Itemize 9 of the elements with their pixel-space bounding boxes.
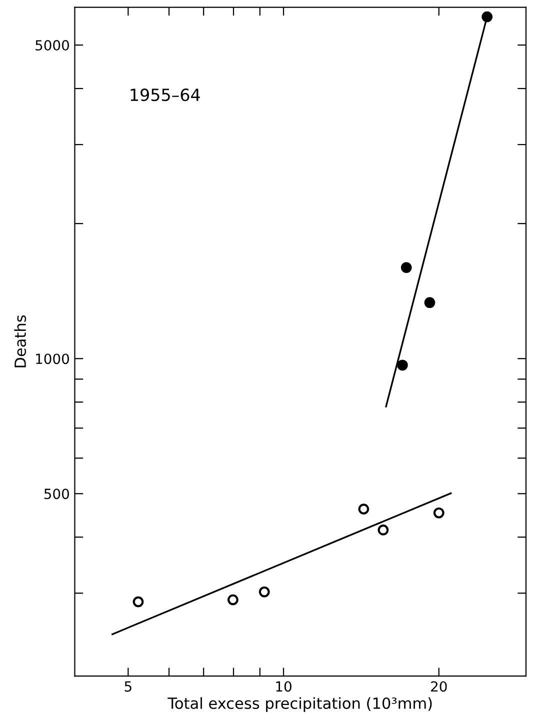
annotation: 1955–64 <box>130 88 200 102</box>
y-tick-label: 5000 <box>36 40 69 51</box>
y-tick-label: 500 <box>44 488 69 500</box>
x-tick-label: 10 <box>276 681 292 692</box>
x-tick-label: 20 <box>431 681 447 692</box>
y-axis-title: Deaths <box>14 315 26 368</box>
x-axis-title: Total excess precipitation (10³mm) <box>168 697 432 712</box>
x-tick-label: 5 <box>124 681 132 692</box>
y-tick-label: 1000 <box>36 354 69 364</box>
